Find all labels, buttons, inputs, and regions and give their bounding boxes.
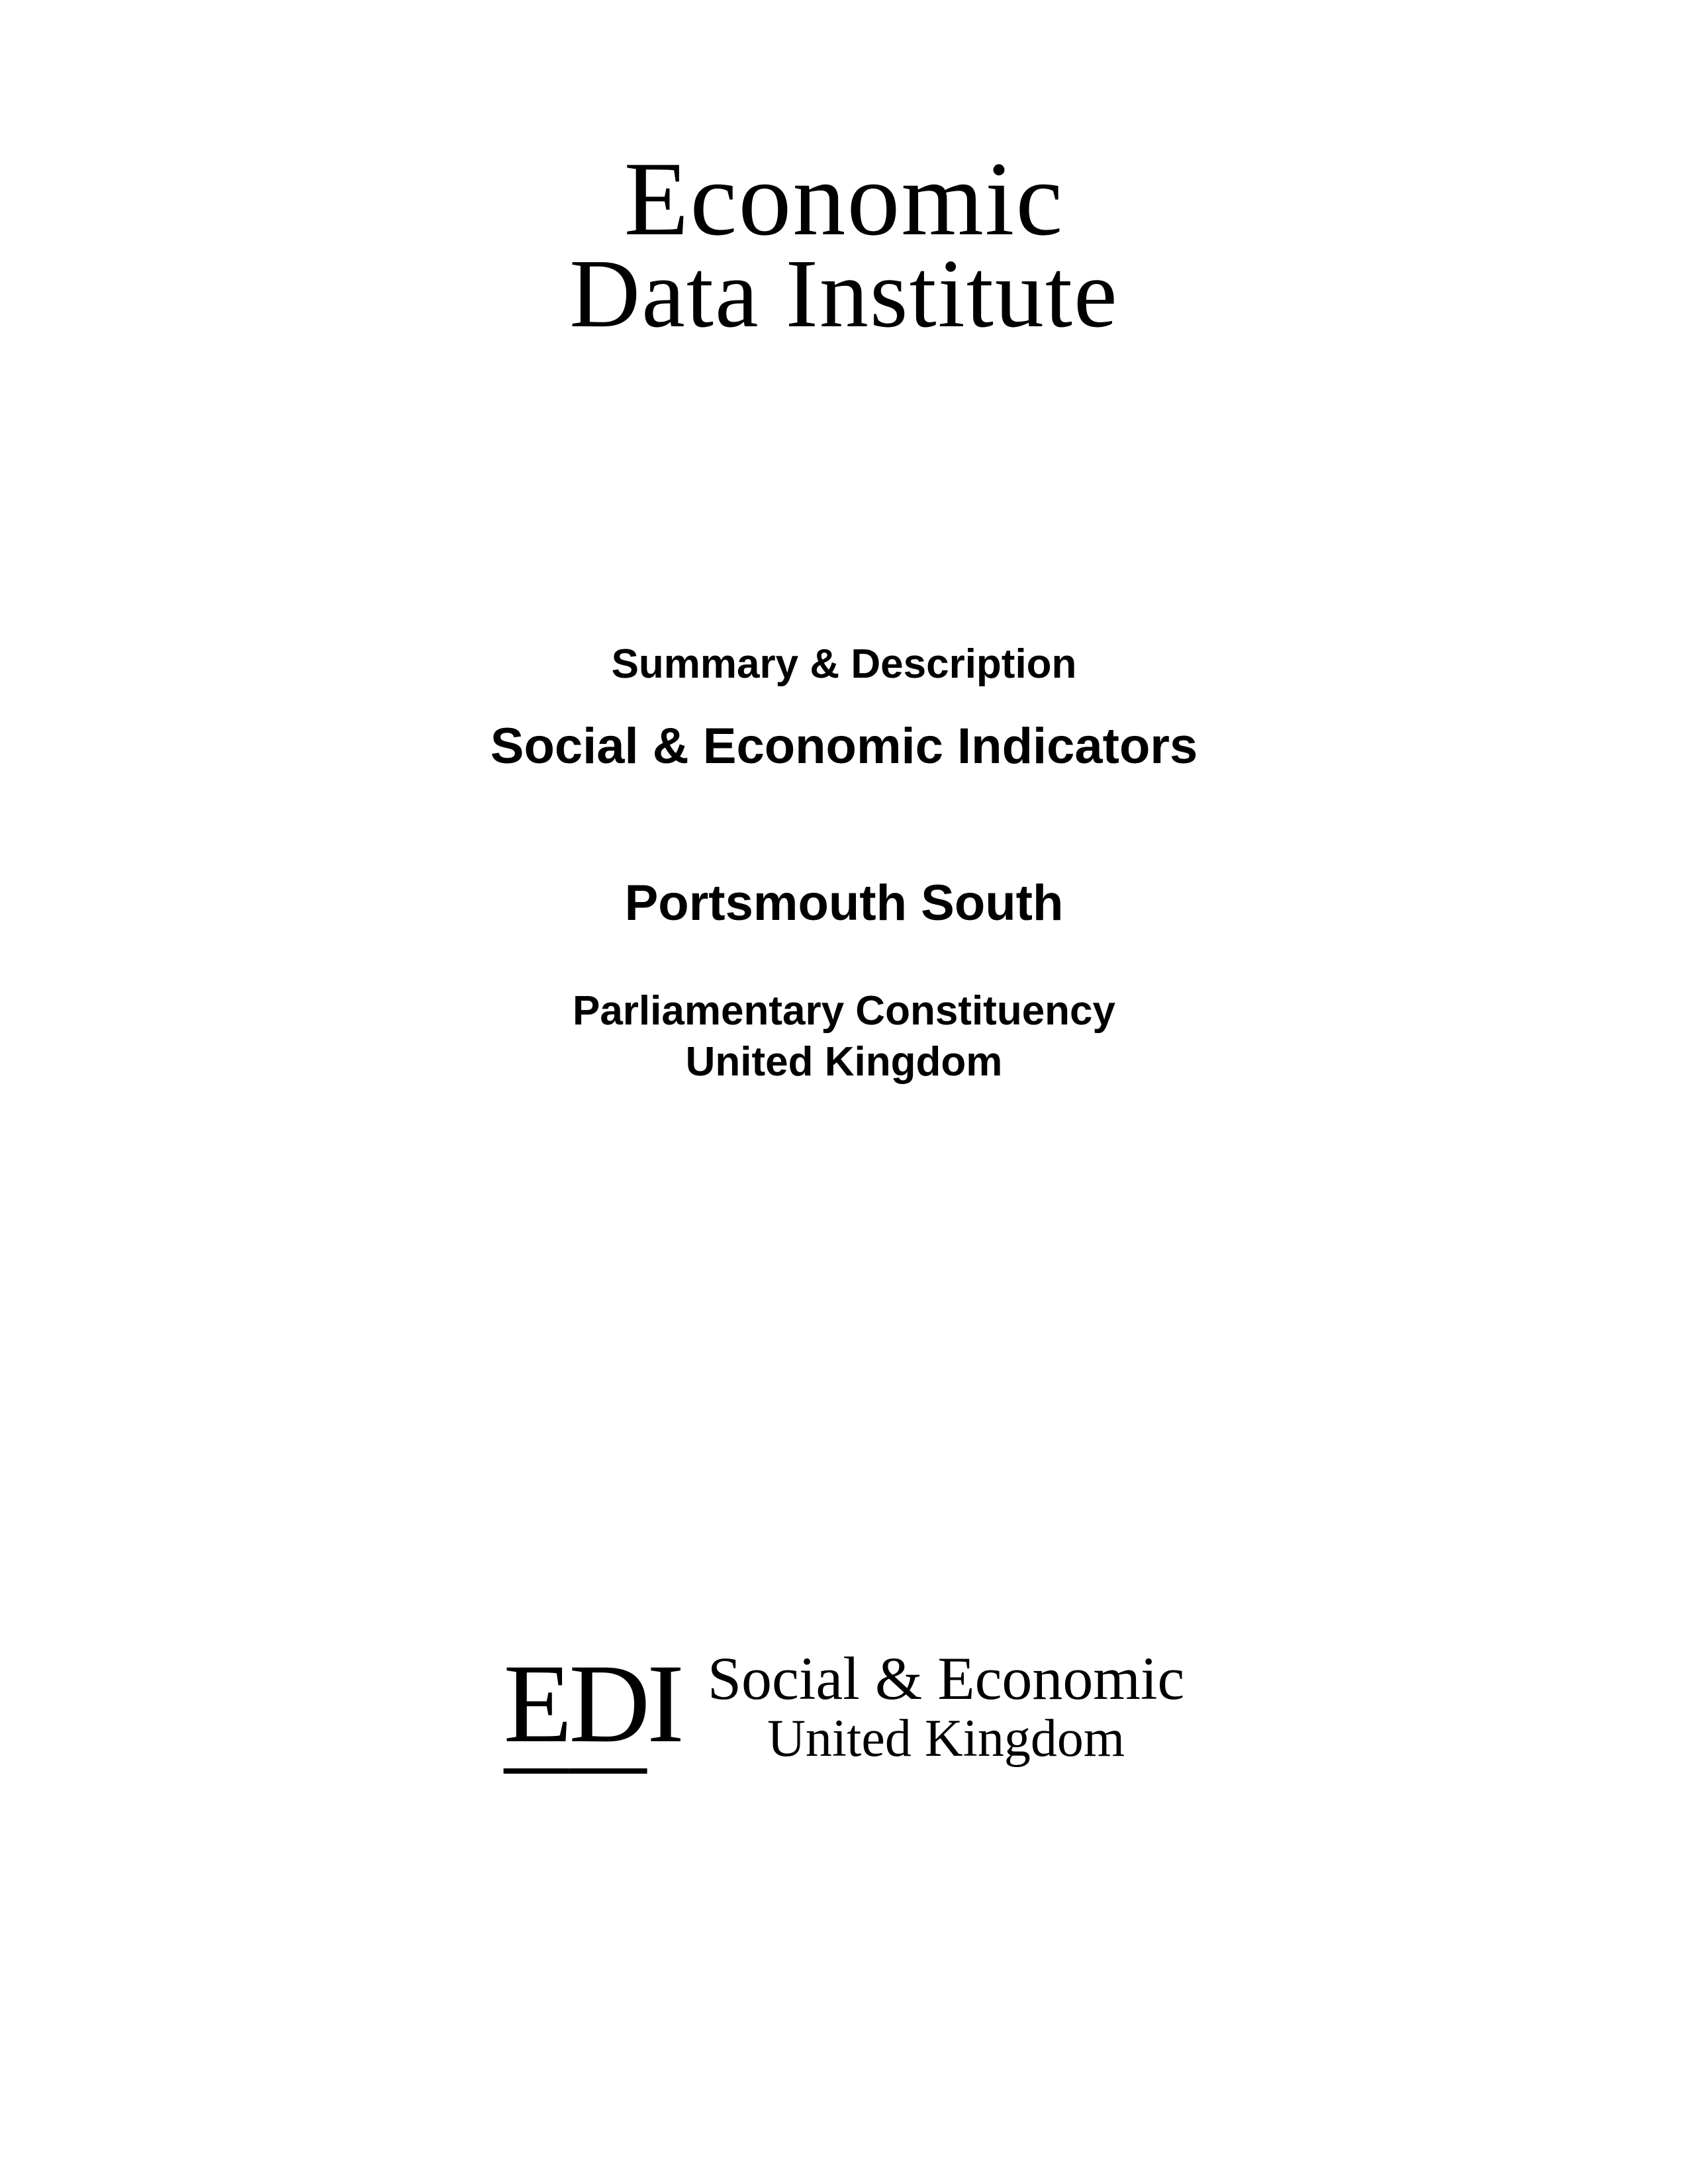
bottom-logo-line1: Social & Economic bbox=[708, 1648, 1185, 1709]
constituency-label: Parliamentary Constituency bbox=[491, 985, 1198, 1038]
top-logo-line2: Data Institute bbox=[569, 245, 1118, 343]
bottom-logo-line2: United Kingdom bbox=[767, 1712, 1125, 1765]
bottom-logo-text: Social & Economic United Kingdom bbox=[708, 1648, 1185, 1765]
location-title: Portsmouth South bbox=[491, 874, 1198, 932]
edi-mark: EDI bbox=[504, 1639, 681, 1774]
document-page: Economic Data Institute Summary & Descri… bbox=[0, 0, 1688, 2184]
edi-letter-d: D bbox=[569, 1639, 647, 1774]
country-label: United Kingdom bbox=[491, 1038, 1198, 1085]
bottom-logo: EDI Social & Economic United Kingdom bbox=[504, 1639, 1185, 1774]
summary-description-label: Summary & Description bbox=[491, 641, 1198, 688]
social-economic-title: Social & Economic Indicators bbox=[491, 717, 1198, 775]
edi-letter-i: I bbox=[647, 1639, 681, 1768]
middle-section: Summary & Description Social & Economic … bbox=[491, 641, 1198, 1085]
top-logo: Economic Data Institute bbox=[569, 146, 1118, 343]
top-logo-line1: Economic bbox=[569, 146, 1118, 251]
edi-letter-e: E bbox=[504, 1639, 569, 1774]
